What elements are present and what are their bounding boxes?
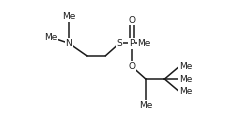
Text: N: N	[65, 39, 72, 48]
Text: P: P	[129, 39, 134, 48]
Text: O: O	[128, 15, 135, 25]
Text: Me: Me	[62, 12, 75, 21]
Text: Me: Me	[138, 101, 152, 110]
Text: Me: Me	[137, 39, 150, 48]
Text: Me: Me	[178, 75, 192, 84]
Text: Me: Me	[178, 62, 192, 71]
Text: Me: Me	[178, 87, 192, 96]
Text: Me: Me	[43, 33, 57, 42]
Text: S: S	[116, 39, 122, 48]
Text: O: O	[128, 62, 135, 71]
